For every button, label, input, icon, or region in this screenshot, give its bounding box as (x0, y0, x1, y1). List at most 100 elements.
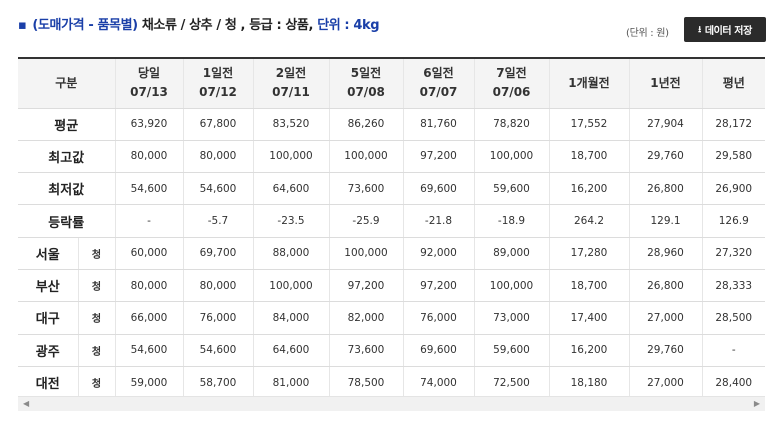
row-label: 최고값 (18, 140, 115, 174)
table-cell: 59,000 (114, 366, 183, 400)
table-cell: 86,260 (328, 108, 403, 141)
table-cell: 97,200 (402, 269, 474, 303)
grade-label: 청 (77, 366, 115, 400)
table-row: 대전 청 59,000 58,700 81,000 78,500 74,000 72,500 1… (18, 366, 765, 400)
column-header: 평년 (701, 57, 765, 109)
column-header: 1년전 (628, 57, 702, 109)
table-cell: 81,760 (402, 108, 474, 141)
table-cell: 100,000 (252, 140, 329, 174)
horizontal-scrollbar[interactable]: ◀ ▶ (18, 396, 765, 411)
bullet-icon: ▪ (18, 18, 27, 33)
column-label: 5일전 (350, 66, 382, 81)
column-date: 07/13 (130, 85, 168, 100)
table-cell: 97,200 (402, 140, 474, 174)
table-cell: 28,333 (701, 269, 765, 303)
table-cell: 66,000 (114, 301, 183, 335)
table-cell: 54,600 (114, 334, 183, 367)
table-cell: 59,600 (473, 172, 549, 206)
table-row: 서울 청 60,000 69,700 88,000 100,000 92,000 89,000… (18, 237, 765, 270)
table-cell: 80,000 (182, 269, 253, 303)
table-row: 등락률 - -5.7 -23.5 -25.9 -21.8 -18.9 264.2 129.1 12… (18, 204, 765, 238)
row-label: 등락률 (18, 204, 115, 238)
table-cell: 88,000 (252, 237, 329, 270)
table-cell: 89,000 (473, 237, 549, 270)
row-label: 평균 (18, 108, 115, 141)
table-cell: 264.2 (548, 204, 629, 238)
header-unit: 단위 : 4kg (317, 18, 380, 33)
table-cell: 100,000 (473, 269, 549, 303)
table-cell: 29,580 (701, 140, 765, 174)
table-cell: 80,000 (114, 269, 183, 303)
column-header: 7일전 07/06 (473, 57, 549, 109)
table-cell: 18,180 (548, 366, 629, 400)
table-cell: 59,600 (473, 334, 549, 367)
column-label: 7일전 (496, 66, 527, 81)
table-cell: 80,000 (182, 140, 253, 174)
price-table: 구분 당일 07/13 1일전 07/12 2일전 07/11 5일전 07/08 6일전 07/0… (18, 57, 765, 400)
table-cell: 29,760 (628, 334, 702, 367)
column-header: 1개월전 (548, 57, 629, 109)
table-cell: 78,820 (473, 108, 549, 141)
table-cell: 54,600 (182, 172, 253, 206)
table-cell: 26,800 (628, 269, 702, 303)
table-cell: 29,760 (628, 140, 702, 174)
table-cell: -25.9 (328, 204, 403, 238)
table-cell: 28,172 (701, 108, 765, 141)
download-icon: ⭳ (698, 24, 701, 35)
scroll-right-icon[interactable]: ▶ (753, 399, 760, 408)
header-grade: 등급 : 상품, (249, 18, 314, 33)
table-cell: 80,000 (114, 140, 183, 174)
table-row: 대구 청 66,000 76,000 84,000 82,000 76,000 73,000 1… (18, 301, 765, 335)
row-label: 최저값 (18, 172, 115, 206)
city-label: 대구 (18, 301, 78, 335)
table-header-row: 구분 당일 07/13 1일전 07/12 2일전 07/11 5일전 07/08 6일전 07/0… (18, 57, 765, 109)
table-cell: -21.8 (402, 204, 474, 238)
city-label: 대전 (18, 366, 78, 400)
column-label: 2일전 (275, 66, 307, 81)
save-data-button[interactable]: ⭳ 데이터 저장 (684, 17, 766, 42)
table-cell: 16,200 (548, 172, 629, 206)
header-title: (도매가격 - 품목별) (32, 18, 138, 33)
table-cell: 67,800 (182, 108, 253, 141)
table-cell: 100,000 (473, 140, 549, 174)
unit-note: (단위 : 원) (626, 28, 669, 39)
table-cell: 17,552 (548, 108, 629, 141)
table-cell: 28,960 (628, 237, 702, 270)
table-cell: 73,600 (328, 334, 403, 367)
table-cell: 17,280 (548, 237, 629, 270)
table-cell: 126.9 (701, 204, 765, 238)
table-cell: 17,400 (548, 301, 629, 335)
table-cell: 60,000 (114, 237, 183, 270)
table-cell: - (114, 204, 183, 238)
table-cell: 27,000 (628, 366, 702, 400)
column-label: 구분 (55, 75, 78, 90)
table-cell: 18,700 (548, 140, 629, 174)
column-label: 1일전 (202, 66, 234, 81)
table-cell: -23.5 (252, 204, 329, 238)
table-cell: 69,700 (182, 237, 253, 270)
column-date: 07/08 (347, 85, 385, 100)
table-cell: 82,000 (328, 301, 403, 335)
table-cell: 72,500 (473, 366, 549, 400)
table-cell: 64,600 (252, 334, 329, 367)
table-cell: 28,400 (701, 366, 765, 400)
grade-label: 청 (77, 301, 115, 335)
column-header: 당일 07/13 (114, 57, 183, 109)
table-cell: 78,500 (328, 366, 403, 400)
table-cell: 76,000 (402, 301, 474, 335)
save-button-label: 데이터 저장 (704, 26, 752, 37)
table-cell: 58,700 (182, 366, 253, 400)
table-row: 광주 청 54,600 54,600 64,600 73,600 69,600 59,600 1… (18, 334, 765, 367)
column-label: 1개월전 (568, 75, 610, 90)
table-cell: -18.9 (473, 204, 549, 238)
table-row: 평균 63,920 67,800 83,520 86,260 81,760 78,820 17… (18, 108, 765, 141)
column-label: 당일 (137, 66, 161, 81)
table-cell: 74,000 (402, 366, 474, 400)
table-cell: 27,000 (628, 301, 702, 335)
table-cell: 63,920 (114, 108, 183, 141)
table-cell: 26,900 (701, 172, 765, 206)
column-label: 1년전 (650, 75, 681, 90)
scroll-left-icon[interactable]: ◀ (23, 399, 30, 408)
table-cell: 100,000 (328, 237, 403, 270)
column-header: 5일전 07/08 (328, 57, 403, 109)
